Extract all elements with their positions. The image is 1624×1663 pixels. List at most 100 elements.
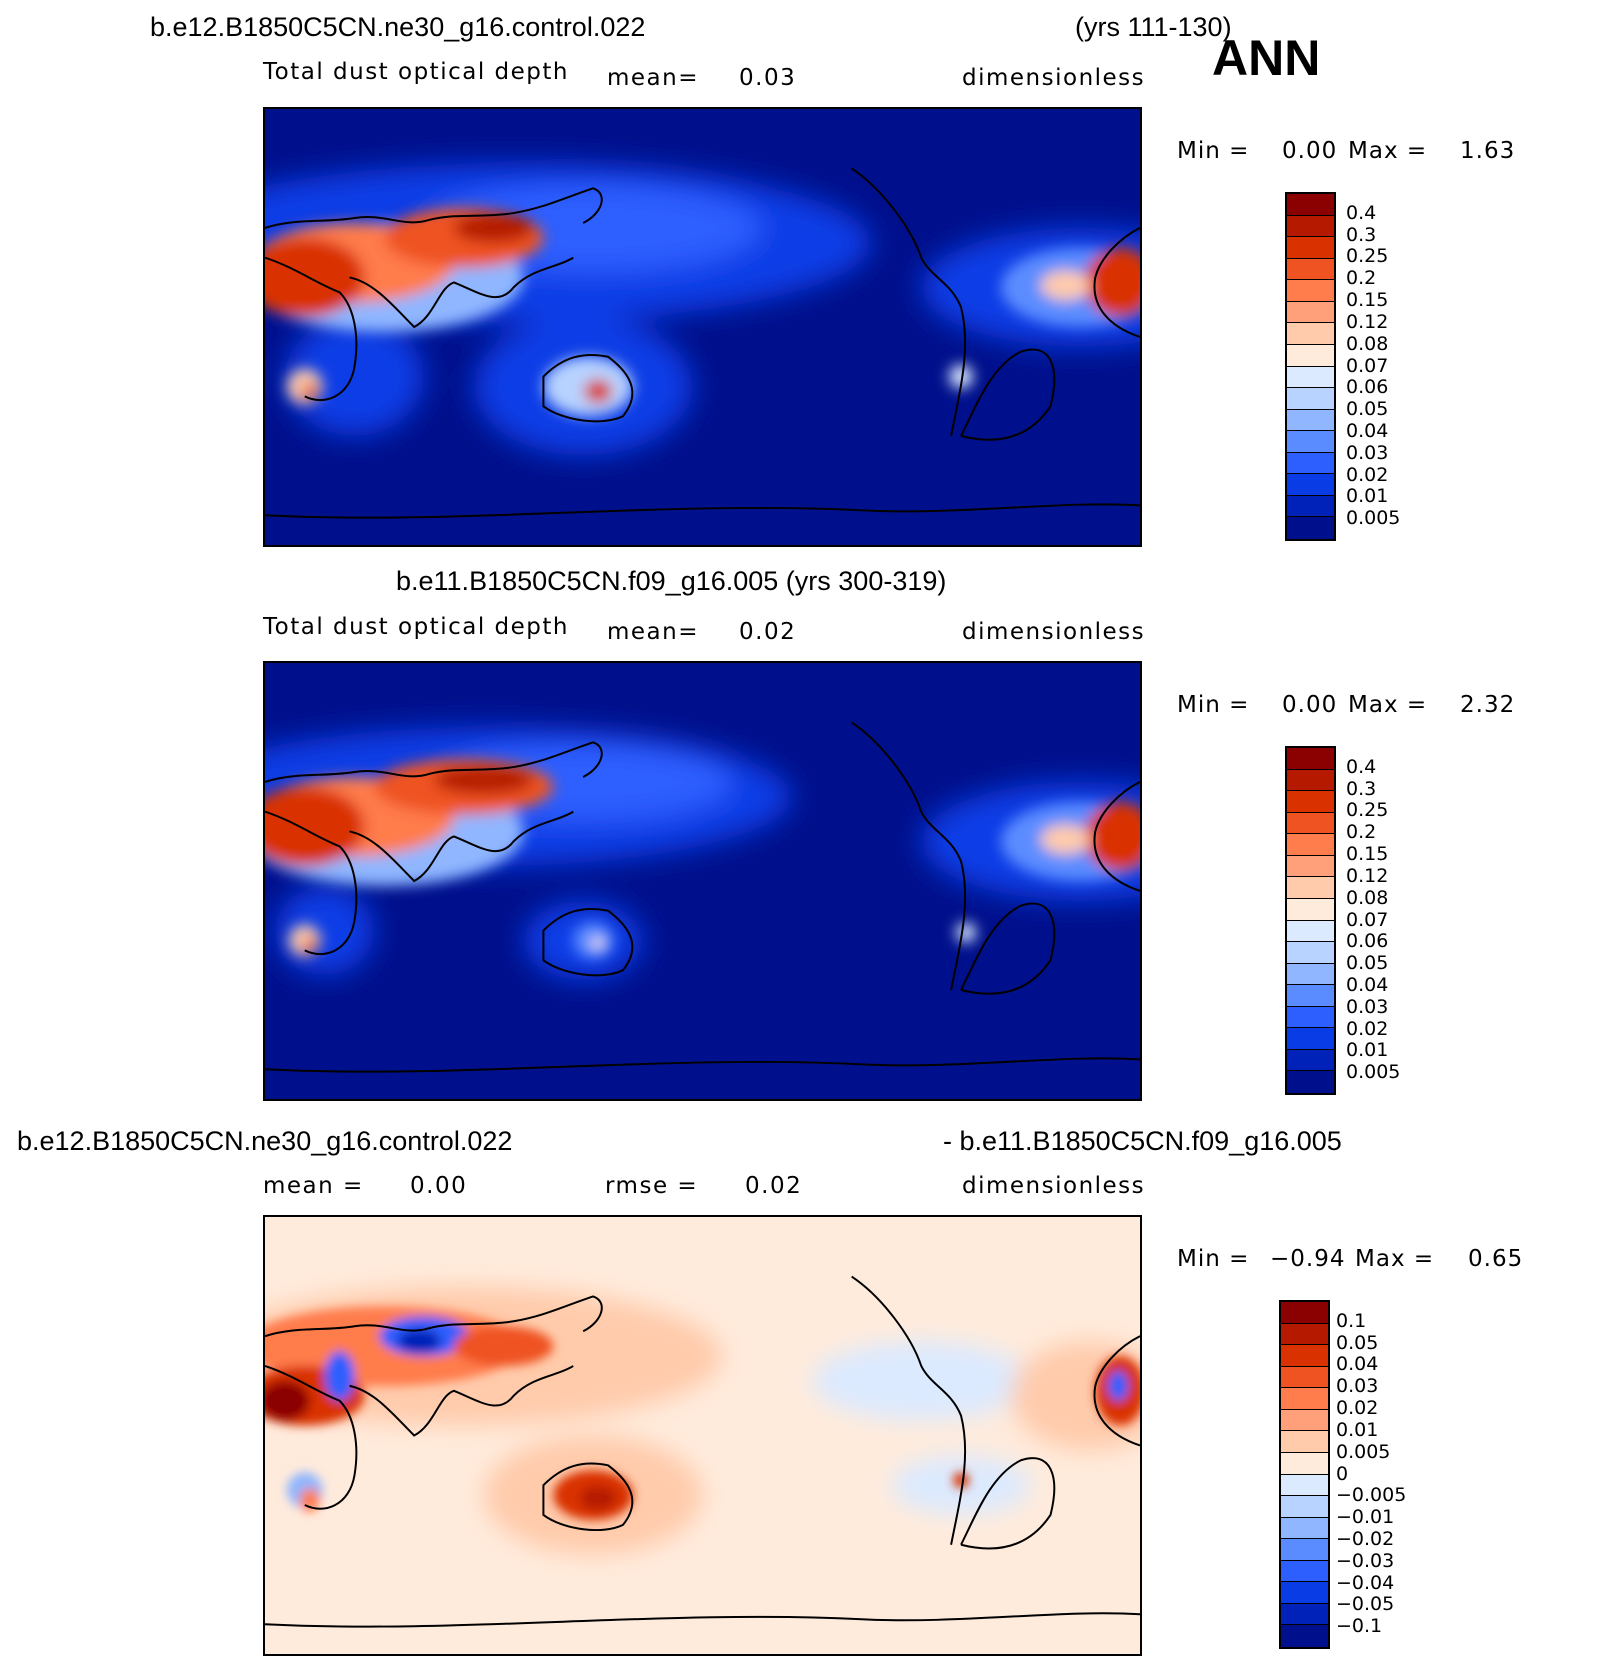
colorbar-level-label: 0.04 <box>1346 973 1389 996</box>
colorbar-level-label: 0.07 <box>1346 354 1389 377</box>
panel1-units: dimensionless <box>962 65 1146 91</box>
colorbar-level-label: 0.005 <box>1346 1061 1401 1084</box>
panel3-units: dimensionless <box>962 1173 1146 1199</box>
panel1-mean-value: 0.03 <box>739 65 797 91</box>
panel2-mean-label: mean= <box>607 619 699 645</box>
colorbar-swatch <box>1287 344 1334 367</box>
colorbar-level-label: 0.07 <box>1346 908 1389 931</box>
panel1-map <box>263 107 1142 547</box>
panel3-max-label: Max = <box>1355 1246 1435 1272</box>
colorbar-swatch <box>1287 855 1334 878</box>
colorbar-swatch <box>1281 1625 1328 1647</box>
colorbar-swatch <box>1287 877 1334 899</box>
colorbar-level-label: −0.04 <box>1336 1571 1395 1594</box>
colorbar-level-label: 0.1 <box>1336 1309 1367 1332</box>
colorbar-swatch <box>1287 323 1334 345</box>
colorbar-swatch <box>1281 1582 1328 1604</box>
colorbar-level-label: 0.25 <box>1346 245 1389 268</box>
colorbar-swatch <box>1287 920 1334 943</box>
colorbar-swatch <box>1287 942 1334 964</box>
colorbar-level-label: 0.3 <box>1346 777 1377 800</box>
colorbar-level-label: 0.06 <box>1346 930 1389 953</box>
panel3-mean-value: 0.00 <box>410 1173 468 1199</box>
panel2-min-label: Min = <box>1177 692 1250 718</box>
panel3-min-label: Min = <box>1177 1246 1250 1272</box>
panel1-min-value: 0.00 <box>1282 138 1338 164</box>
colorbar-level-label: 0.2 <box>1346 267 1377 290</box>
season-label: ANN <box>1212 30 1321 86</box>
colorbar-level-label: 0.04 <box>1336 1353 1379 1376</box>
colorbar-level-label: 0.4 <box>1346 201 1377 224</box>
colorbar-level-label: 0.15 <box>1346 843 1389 866</box>
colorbar-swatch <box>1287 301 1334 324</box>
colorbar-level-label: 0.06 <box>1346 376 1389 399</box>
colorbar-swatch <box>1287 963 1334 986</box>
colorbar-swatch <box>1281 1603 1328 1626</box>
colorbar-swatch <box>1287 769 1334 792</box>
colorbar-level-label: 0.02 <box>1346 1017 1389 1040</box>
colorbar-level-label: 0.12 <box>1346 864 1389 887</box>
colorbar-swatch <box>1287 452 1334 475</box>
colorbar-swatch <box>1281 1517 1328 1540</box>
colorbar-swatch <box>1281 1388 1328 1410</box>
colorbar-swatch <box>1281 1474 1328 1497</box>
colorbar-swatch <box>1287 834 1334 856</box>
panel1-years: (yrs 111-130) <box>1075 12 1232 42</box>
colorbar-level-label: 0.12 <box>1346 310 1389 333</box>
colorbar-swatch <box>1287 431 1334 453</box>
colorbar-swatch <box>1287 517 1334 539</box>
colorbar-swatch <box>1281 1409 1328 1432</box>
colorbar-level-label: 0.02 <box>1336 1397 1379 1420</box>
panel3-max-value: 0.65 <box>1468 1246 1524 1272</box>
colorbar-swatch <box>1287 791 1334 813</box>
panel2-case-title: b.e11.B1850C5CN.f09_g16.005 (yrs 300-319… <box>396 566 947 596</box>
panel1-min-label: Min = <box>1177 138 1250 164</box>
colorbar-level-label: −0.01 <box>1336 1506 1395 1529</box>
colorbar-swatch <box>1287 388 1334 410</box>
colorbar-level-label: −0.02 <box>1336 1527 1395 1550</box>
colorbar-level-label: −0.03 <box>1336 1549 1395 1572</box>
panel2-colorbar <box>1285 746 1336 1095</box>
colorbar-level-label: 0.4 <box>1346 755 1377 778</box>
colorbar-level-label: 0.01 <box>1336 1418 1379 1441</box>
panel2-variable: Total dust optical depth <box>263 614 569 640</box>
colorbar-level-label: 0 <box>1336 1462 1349 1485</box>
colorbar-swatch <box>1287 1049 1334 1072</box>
panel1-max-label: Max = <box>1348 138 1428 164</box>
colorbar-swatch <box>1287 215 1334 238</box>
colorbar-level-label: 0.01 <box>1346 485 1389 508</box>
colorbar-swatch <box>1287 1028 1334 1050</box>
colorbar-swatch <box>1287 985 1334 1007</box>
colorbar-level-label: 0.05 <box>1346 398 1389 421</box>
panel2-min-value: 0.00 <box>1282 692 1338 718</box>
colorbar-swatch <box>1281 1323 1328 1346</box>
panel3-mean-label: mean = <box>263 1173 364 1199</box>
panel2-max-value: 2.32 <box>1460 692 1516 718</box>
panel3-map <box>263 1215 1142 1656</box>
panel3-case-right: - b.e11.B1850C5CN.f09_g16.005 <box>943 1126 1342 1156</box>
colorbar-level-label: 0.05 <box>1346 952 1389 975</box>
colorbar-swatch <box>1287 1071 1334 1093</box>
colorbar-swatch <box>1287 194 1334 216</box>
panel1-mean-label: mean= <box>607 65 699 91</box>
panel3-rmse-value: 0.02 <box>745 1173 803 1199</box>
colorbar-level-label: 0.01 <box>1346 1039 1389 1062</box>
colorbar-level-label: 0.08 <box>1346 332 1389 355</box>
colorbar-level-label: 0.05 <box>1336 1331 1379 1354</box>
panel2-units: dimensionless <box>962 619 1146 645</box>
colorbar-level-label: 0.15 <box>1346 289 1389 312</box>
panel3-colorbar <box>1279 1300 1330 1649</box>
colorbar-level-label: 0.005 <box>1346 507 1401 530</box>
colorbar-level-label: 0.02 <box>1346 463 1389 486</box>
colorbar-swatch <box>1281 1302 1328 1324</box>
colorbar-swatch <box>1287 1006 1334 1029</box>
panel2-max-label: Max = <box>1348 692 1428 718</box>
colorbar-swatch <box>1287 258 1334 281</box>
colorbar-level-label: −0.05 <box>1336 1593 1395 1616</box>
colorbar-level-label: 0.3 <box>1346 223 1377 246</box>
colorbar-swatch <box>1281 1452 1328 1475</box>
panel3-case-left: b.e12.B1850C5CN.ne30_g16.control.022 <box>17 1126 513 1156</box>
colorbar-swatch <box>1287 366 1334 389</box>
panel1-variable: Total dust optical depth <box>263 59 569 85</box>
colorbar-swatch <box>1281 1345 1328 1367</box>
